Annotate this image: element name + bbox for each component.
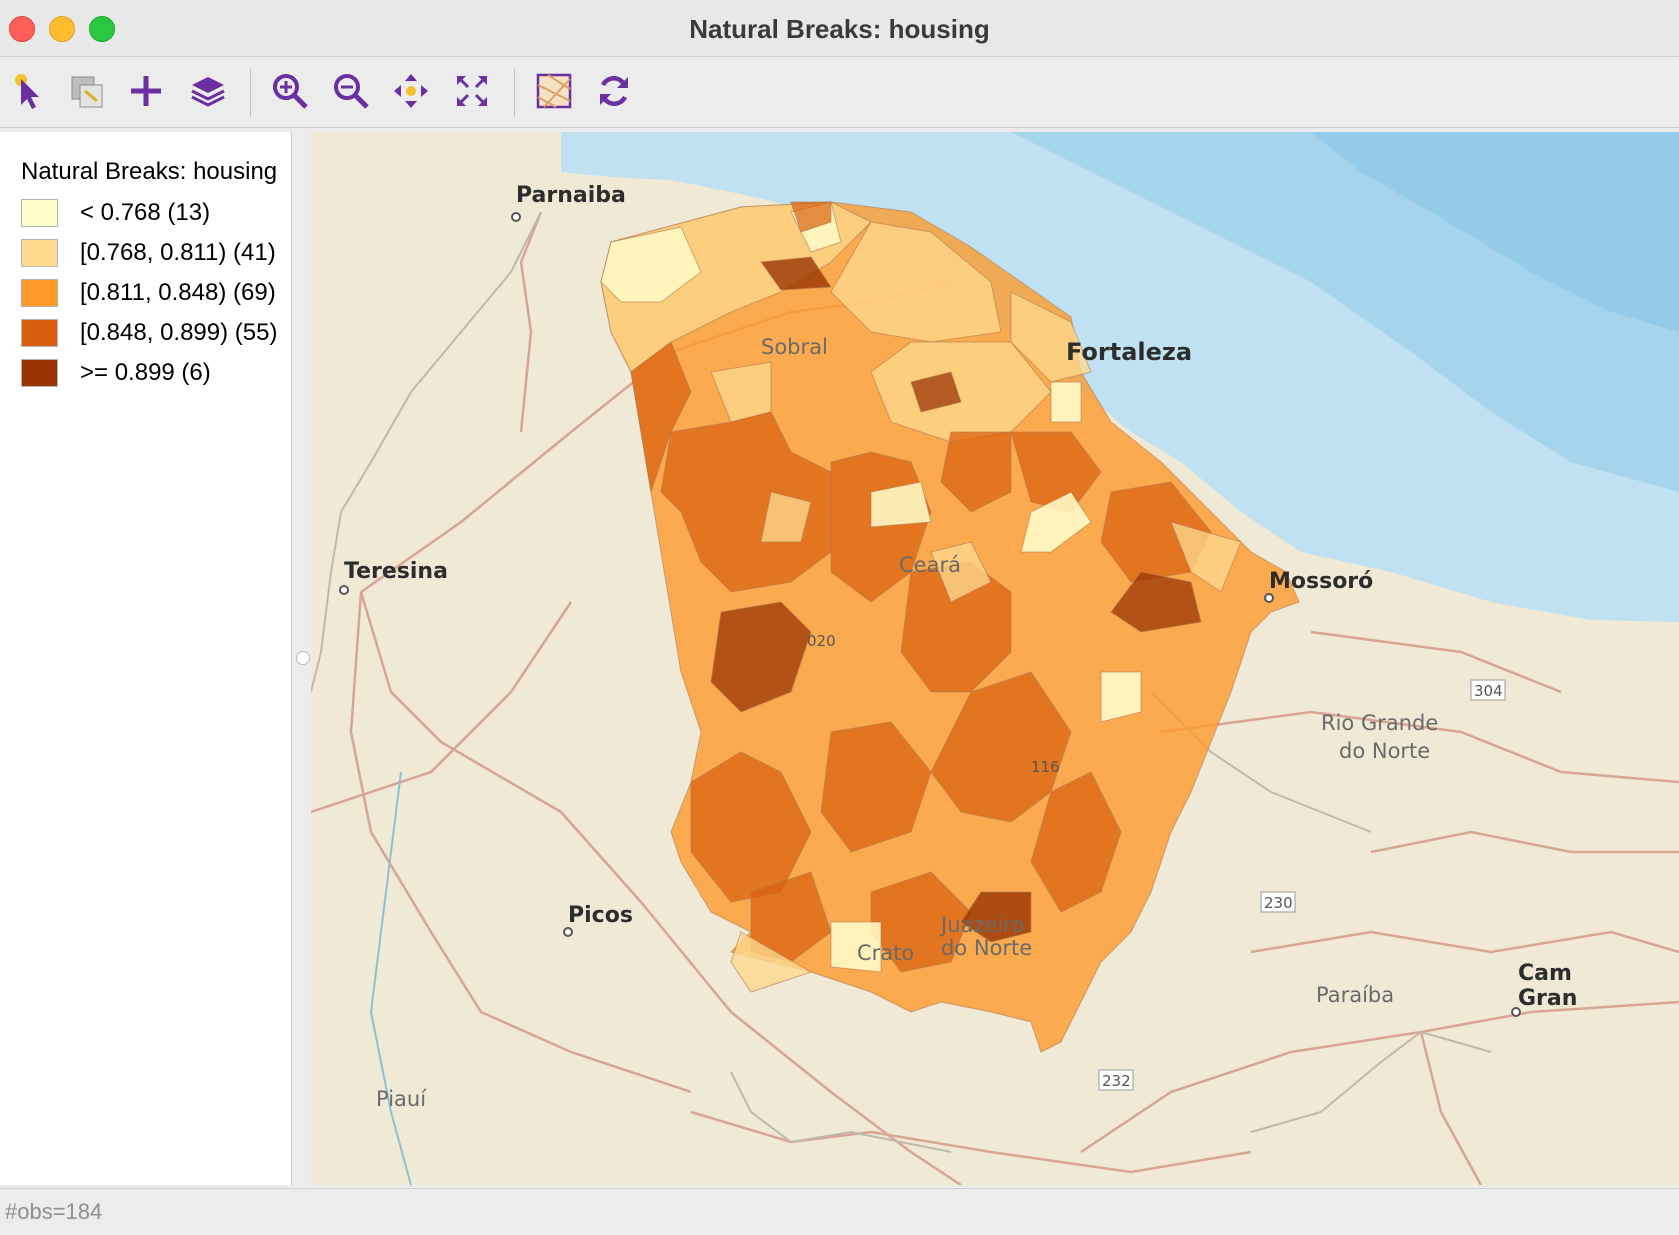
status-bar: #obs=184 [0, 1188, 1679, 1235]
select-tool-button[interactable] [5, 67, 53, 115]
place-label-parnaiba: Parnaiba [516, 183, 626, 208]
place-label-rio-grande-1: Rio Grande [1321, 711, 1438, 735]
legend-title: Natural Breaks: housing [21, 158, 278, 185]
splitter-handle[interactable] [296, 651, 310, 665]
refresh-button[interactable] [590, 67, 638, 115]
zoom-in-button[interactable] [266, 67, 314, 115]
place-label-rio-grande-2: do Norte [1339, 739, 1430, 763]
roads [311, 211, 1679, 1185]
legend-item[interactable]: < 0.768 (13) [21, 198, 210, 228]
layers-icon [191, 77, 225, 107]
obs-count: #obs=184 [5, 1199, 103, 1224]
legend-swatch [21, 319, 58, 347]
selection-shape-button[interactable] [63, 67, 111, 115]
place-label-juazeiro-1: Juazeiro [939, 913, 1024, 937]
toolbar-separator [250, 69, 251, 117]
toolbar [0, 57, 1679, 128]
add-button[interactable] [122, 67, 170, 115]
legend-swatch [21, 239, 58, 267]
road-shield-116: 116 [1031, 758, 1060, 776]
full-extent-icon [457, 76, 487, 106]
map-canvas[interactable]: Parnaiba Sobral Fortaleza Teresina Ceará… [311, 132, 1679, 1185]
basemap-icon [536, 73, 572, 109]
title-bar: Natural Breaks: housing [0, 0, 1679, 57]
road-shield-232: 232 [1102, 1072, 1131, 1090]
add-icon [131, 76, 161, 106]
toolbar-separator [514, 69, 515, 117]
place-label-sobral: Sobral [761, 335, 828, 359]
minimize-window-button[interactable] [49, 16, 75, 42]
selection-shape-icon [71, 76, 103, 108]
place-label-mossoro: Mossoró [1269, 569, 1373, 594]
place-labels: Parnaiba Sobral Fortaleza Teresina Ceará… [339, 183, 1577, 1111]
place-label-cam-1: Cam [1518, 961, 1572, 986]
legend-swatch [21, 279, 58, 307]
place-label-cam-2: Gran [1518, 986, 1577, 1011]
place-label-piaui: Piauí [376, 1087, 427, 1111]
ceara-choropleth [600, 201, 1300, 1053]
close-window-button[interactable] [9, 16, 35, 42]
legend-label: [0.848, 0.899) (55) [80, 319, 278, 346]
zoom-out-button[interactable] [327, 67, 375, 115]
layers-button[interactable] [184, 67, 232, 115]
window-title: Natural Breaks: housing [689, 14, 990, 44]
place-label-juazeiro-2: do Norte [941, 936, 1032, 960]
legend-label: [0.811, 0.848) (69) [80, 279, 276, 306]
place-label-ceara: Ceará [899, 553, 961, 577]
select-tool-icon [15, 74, 39, 109]
legend-label: < 0.768 (13) [80, 199, 211, 226]
legend-panel: Natural Breaks: housing < 0.768 (13) [0.… [0, 132, 292, 1185]
legend-swatch [21, 199, 58, 227]
road-shield-304: 304 [1474, 682, 1503, 700]
road-shield-020: 020 [807, 632, 836, 650]
place-label-picos: Picos [568, 903, 633, 928]
place-label-paraiba: Paraíba [1316, 983, 1394, 1007]
zoom-in-icon [273, 74, 308, 109]
legend-label: >= 0.899 (6) [80, 359, 211, 386]
legend-item[interactable]: >= 0.899 (6) [21, 358, 211, 388]
legend-label: [0.768, 0.811) (41) [80, 239, 276, 266]
road-shields: 304 020 116 230 232 [807, 632, 1506, 1091]
place-label-crato: Crato [857, 941, 914, 965]
legend-item[interactable]: [0.768, 0.811) (41) [21, 238, 276, 268]
zoom-out-icon [334, 74, 369, 109]
full-extent-button[interactable] [448, 67, 496, 115]
state-borders [311, 211, 1492, 1153]
legend-item[interactable]: [0.811, 0.848) (69) [21, 278, 276, 308]
maximize-window-button[interactable] [89, 16, 115, 42]
road-shield-230: 230 [1264, 894, 1293, 912]
pan-button[interactable] [387, 67, 435, 115]
refresh-icon [600, 76, 628, 106]
legend-swatch [21, 359, 58, 387]
legend-item[interactable]: [0.848, 0.899) (55) [21, 318, 277, 348]
place-label-teresina: Teresina [344, 559, 448, 584]
place-label-fortaleza: Fortaleza [1066, 338, 1192, 366]
map-svg[interactable]: Parnaiba Sobral Fortaleza Teresina Ceará… [311, 132, 1679, 1185]
basemap-button[interactable] [530, 67, 578, 115]
pan-icon [394, 74, 428, 108]
